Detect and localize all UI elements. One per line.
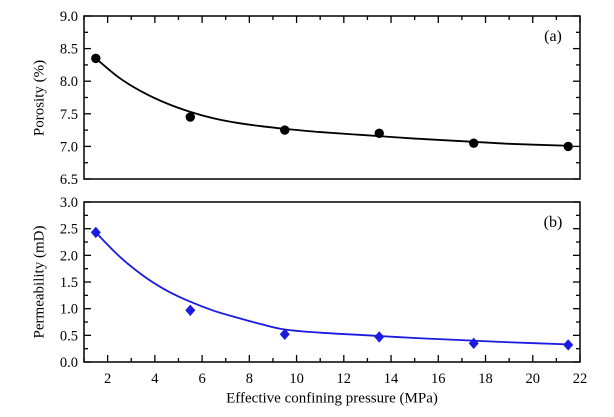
data-point-marker [468,337,479,350]
y-tick-label: 2.5 [60,222,78,238]
panel-a: 6.5 7.0 7.5 8.0 8.5 9.0 [60,9,581,188]
permeability-fit-curve [94,231,570,346]
x-tick-label: 10 [289,371,304,387]
porosity-measurements [91,53,573,152]
panel-b-y-tick-labels: 0.0 0.5 1.0 1.5 2.0 2.5 3.0 [60,195,78,371]
panel-label-b: (b) [543,214,563,231]
data-point-marker [90,226,101,239]
data-point-marker [563,141,573,152]
panel-b-x-ticks [83,355,581,362]
panel-a-x-ticks [83,16,581,23]
panel-b-x-tick-labels: 2 4 6 8 10 12 14 16 18 20 22 [104,371,587,387]
x-tick-label: 12 [337,371,352,387]
y-tick-label: 7.5 [60,107,78,123]
y-tick-label: 3.0 [60,195,78,211]
x-tick-label: 18 [478,371,493,387]
x-tick-label: 4 [151,371,159,387]
panel-b: 2 4 6 8 10 12 14 16 18 20 22 0.0 0.5 1.0 1.5 2.0 2.5 3.0 [60,195,587,387]
x-tick-label: 20 [526,371,541,387]
y-axis-title-permeability: Permeability (mD) [31,225,48,339]
y-tick-label: 2.0 [60,248,78,264]
data-point-marker [280,125,290,135]
data-point-marker [91,53,101,64]
y-tick-label: 8.5 [60,42,78,58]
y-tick-label: 6.5 [60,172,78,188]
x-tick-label: 6 [198,371,205,387]
x-tick-label: 2 [104,371,111,387]
x-tick-label: 14 [384,371,399,387]
porosity-fit-curve [94,57,570,147]
y-tick-label: 0.5 [60,328,78,344]
panel-b-y-ticks [84,201,580,363]
x-tick-label: 22 [573,371,588,387]
y-axis-title-porosity: Porosity (%) [31,59,48,137]
y-tick-label: 7.0 [60,139,78,155]
data-point-marker [563,339,574,351]
y-tick-label: 1.5 [60,275,78,291]
panel-a-y-tick-labels: 6.5 7.0 7.5 8.0 8.5 9.0 [60,9,78,188]
data-point-marker [185,304,196,316]
data-point-marker [374,128,384,139]
panel-label-a: (a) [544,28,562,45]
y-tick-label: 1.0 [60,302,78,318]
data-point-marker [185,112,195,122]
data-point-marker [279,328,290,340]
y-tick-label: 8.0 [60,74,78,90]
panel-a-frame [83,15,581,180]
permeability-measurements [90,226,574,351]
y-tick-label: 0.0 [60,355,78,371]
data-point-marker [469,138,479,148]
x-axis-title: Effective confining pressure (MPa) [226,390,438,407]
data-point-marker [374,331,385,343]
x-tick-label: 8 [246,371,253,387]
x-tick-label: 16 [431,371,446,387]
panel-a-y-ticks [84,15,580,180]
panel-b-frame [83,201,581,363]
y-tick-label: 9.0 [60,9,78,25]
